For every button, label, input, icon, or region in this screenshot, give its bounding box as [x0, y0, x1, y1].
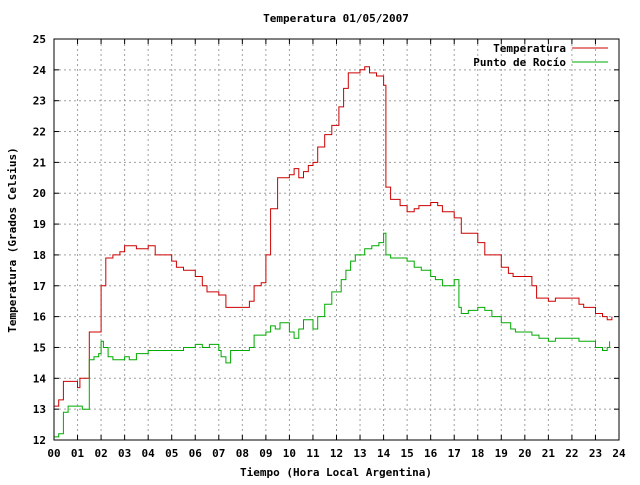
- series-line-temperatura: [54, 66, 613, 407]
- y-tick-label: 22: [33, 126, 46, 139]
- x-tick-label: 02: [94, 447, 107, 460]
- x-tick-label: 04: [142, 447, 156, 460]
- y-tick-label: 17: [33, 280, 46, 293]
- y-tick-label: 15: [33, 341, 46, 354]
- x-tick-label: 23: [589, 447, 602, 460]
- x-tick-label: 10: [283, 447, 296, 460]
- x-tick-label: 03: [118, 447, 131, 460]
- y-axis-ticks: 12 13 14 15 16 17 18 19 20 21 22 23 24 25: [33, 33, 619, 447]
- x-tick-label: 19: [495, 447, 508, 460]
- x-axis-label: Tiempo (Hora Local Argentina): [240, 466, 432, 479]
- x-tick-label: 22: [565, 447, 578, 460]
- x-tick-label: 24: [612, 447, 626, 460]
- x-tick-label: 20: [518, 447, 531, 460]
- y-tick-label: 21: [33, 156, 47, 169]
- y-tick-label: 25: [33, 33, 46, 46]
- y-tick-label: 20: [33, 187, 46, 200]
- series-line-punto-de-rocio: [54, 232, 611, 438]
- x-tick-label: 07: [212, 447, 225, 460]
- legend: Temperatura Punto de Rocío: [473, 42, 608, 69]
- x-tick-label: 12: [330, 447, 343, 460]
- y-tick-label: 12: [33, 434, 46, 447]
- series-layer: [54, 66, 613, 438]
- y-tick-label: 16: [33, 311, 47, 324]
- x-tick-label: 21: [542, 447, 556, 460]
- x-tick-label: 06: [189, 447, 203, 460]
- grid: [54, 39, 619, 440]
- x-tick-label: 05: [165, 447, 178, 460]
- y-tick-label: 18: [33, 249, 46, 262]
- x-tick-label: 00: [47, 447, 60, 460]
- x-tick-label: 01: [71, 447, 85, 460]
- chart-title: Temperatura 01/05/2007: [263, 12, 409, 25]
- x-tick-label: 08: [236, 447, 249, 460]
- x-axis-ticks: 00 01 02 03 04 05 06 07 08 09 10 11 12 13 14 15 16 17 18 19…: [47, 39, 626, 460]
- x-tick-label: 13: [353, 447, 366, 460]
- y-tick-label: 13: [33, 403, 46, 416]
- y-tick-label: 24: [33, 64, 47, 77]
- y-tick-label: 19: [33, 218, 46, 231]
- x-tick-label: 16: [424, 447, 438, 460]
- y-axis-label: Temperatura (Grados Celsius): [6, 147, 19, 332]
- x-tick-label: 09: [259, 447, 272, 460]
- x-tick-label: 18: [471, 447, 484, 460]
- plot-frame: [53, 38, 620, 441]
- legend-label-temperatura: Temperatura: [493, 42, 566, 55]
- x-tick-label: 17: [448, 447, 461, 460]
- x-tick-label: 11: [306, 447, 320, 460]
- x-tick-label: 15: [401, 447, 414, 460]
- legend-label-punto-de-rocio: Punto de Rocío: [473, 56, 566, 69]
- x-tick-label: 14: [377, 447, 391, 460]
- y-tick-label: 14: [33, 372, 47, 385]
- y-tick-label: 23: [33, 95, 46, 108]
